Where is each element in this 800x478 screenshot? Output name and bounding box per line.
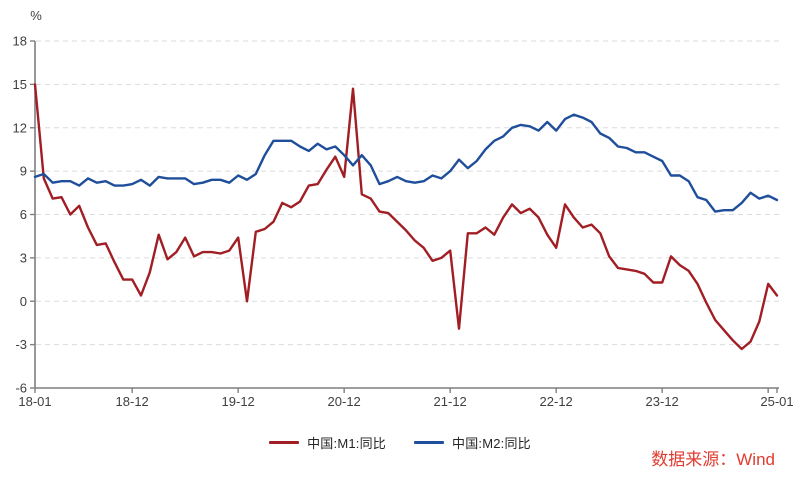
x-tick-label: 18-01 [18, 394, 51, 409]
x-tick-label: 25-01 [760, 394, 793, 409]
line-chart: 18 15 12 9 6 3 0 -3 -6% 18-01 18-12 19-12 20-12 21-12… [13, 8, 794, 409]
legend-label-m2: 中国:M2:同比 [452, 436, 531, 451]
x-tick-label: 22-12 [540, 394, 573, 409]
y-axis-unit-label: % [30, 8, 42, 23]
y-tick-label: -3 [15, 337, 27, 352]
y-tick-label: 18 [13, 34, 27, 49]
y-tick-label: 9 [20, 164, 27, 179]
x-tick-label: 21-12 [434, 394, 467, 409]
x-tick-label: 20-12 [328, 394, 361, 409]
data-source-label: 数据来源：Wind [651, 450, 775, 469]
y-tick-label: -6 [15, 381, 27, 396]
legend-swatch-m2 [414, 441, 444, 444]
chart-legend: 中国:M1:同比 中国:M2:同比 [0, 433, 800, 452]
x-tick-label: 23-12 [646, 394, 679, 409]
legend-item-m2: 中国:M2:同比 [414, 433, 531, 452]
x-tick-label: 19-12 [222, 394, 255, 409]
legend-label-m1: 中国:M1:同比 [307, 436, 386, 451]
legend-swatch-m1 [269, 441, 300, 444]
y-tick-label: 15 [13, 77, 27, 92]
y-tick-label: 12 [13, 120, 27, 135]
legend-item-m1: 中国:M1:同比 [269, 433, 386, 452]
series-line-m2 [33, 113, 779, 213]
y-tick-label: 3 [20, 250, 27, 265]
x-tick-label: 18-12 [116, 394, 149, 409]
y-tick-label: 0 [20, 294, 27, 309]
series-line-m1 [33, 83, 779, 351]
y-tick-label: 6 [20, 207, 27, 222]
